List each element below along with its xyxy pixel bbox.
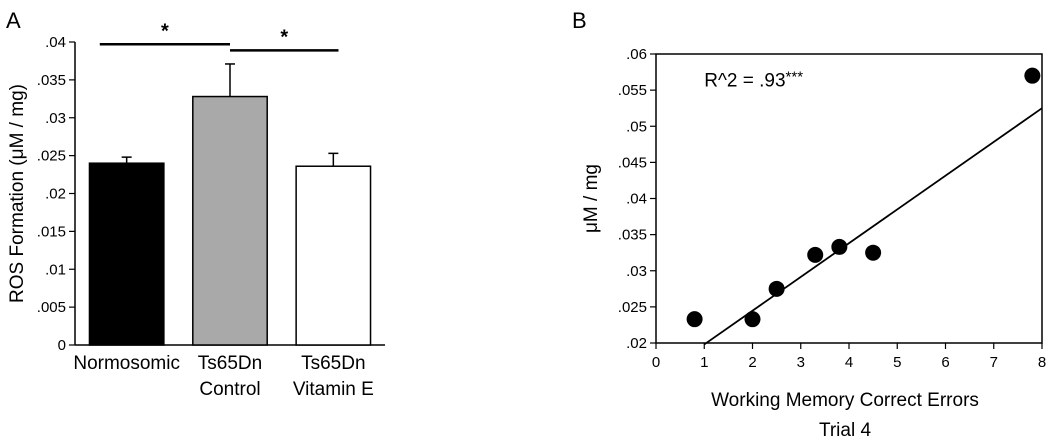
panel-a-y-tick-label: .005 <box>37 299 66 316</box>
panel-b-y-axis-title: μM / mg <box>581 164 602 233</box>
panel-b-regression-line <box>703 107 1043 346</box>
panel-a-bar <box>295 165 372 346</box>
panel-a-significance-star: * <box>280 26 288 48</box>
panel-b-y-tick-label: .035 <box>618 227 647 244</box>
panel-b-data-point <box>768 280 785 297</box>
panel-a-category-label: Normosomic <box>73 353 180 374</box>
panel-b-x-tick-label: 3 <box>797 354 805 371</box>
panel-a-y-tick-label: 0 <box>58 337 66 354</box>
panel-b-y-tick-label: .05 <box>626 118 647 135</box>
panel-b-y-tick-label: .025 <box>618 299 647 316</box>
panel-a-y-tick-label: .02 <box>45 186 66 203</box>
panel-b-x-axis-title: Working Memory Correct Errors <box>711 390 979 411</box>
panel-b-data-point <box>831 238 848 255</box>
panel-b-x-tick-label: 8 <box>1038 354 1046 371</box>
panel-a-y-tick-label: .035 <box>37 72 66 89</box>
panel-a-y-axis-title: ROS Formation (μM / mg) <box>7 84 28 303</box>
panel-b-data-point <box>686 311 703 328</box>
panel-a-category-label: Vitamin E <box>293 379 374 400</box>
panel-a-y-tick-label: .04 <box>45 34 66 51</box>
panel-a-y-tick-label: .015 <box>37 223 66 240</box>
panel-a-label: A <box>6 8 21 33</box>
panel-b-data-point <box>1024 67 1041 84</box>
panel-a-y-tick-label: .01 <box>45 261 66 278</box>
panel-b-x-tick-label: 7 <box>990 354 998 371</box>
panel-a-category-label: Control <box>199 379 260 400</box>
panel-b-r-squared-text: R^2 = .93 <box>704 70 785 91</box>
panel-a-bar <box>192 95 268 346</box>
panel-b-significance-stars: *** <box>786 68 804 85</box>
panel-b-x-tick-label: 5 <box>893 354 901 371</box>
panel-b-scatter-plot: B .02 .025 .03 .035 .04 .045 .05 .055 .06 0 1 2 3 4 5 6 7… <box>572 8 1046 441</box>
panel-b-y-tick-label: .055 <box>618 82 647 99</box>
panel-b-x-tick-label: 1 <box>700 354 708 371</box>
panel-b-y-tick-label: .06 <box>626 46 647 63</box>
panel-b-y-tick-label: .04 <box>626 191 647 208</box>
panel-b-y-tick-label: .045 <box>618 154 647 171</box>
panel-a-category-label: Ts65Dn <box>301 353 365 374</box>
panel-b-y-tick-label: .02 <box>626 335 647 352</box>
panel-b-label: B <box>572 8 587 33</box>
panel-b-x-tick-label: 2 <box>748 354 756 371</box>
panel-b-plot-frame <box>655 53 1043 344</box>
panel-b-r-squared-annotation: R^2 = .93*** <box>704 68 803 91</box>
panel-b-x-tick-label: 0 <box>652 354 660 371</box>
panel-b-data-point <box>807 246 824 263</box>
panel-a-y-tick-label: .03 <box>45 110 66 127</box>
panel-b-data-point <box>744 311 761 328</box>
panel-a-significance-star: * <box>161 20 169 42</box>
panel-a-category-label: Ts65Dn <box>198 353 262 374</box>
panel-a-y-tick-label: .025 <box>37 148 66 165</box>
panel-b-y-tick-label: .03 <box>626 263 647 280</box>
panel-a-bar <box>88 162 165 346</box>
panel-b-x-tick-label: 6 <box>941 354 949 371</box>
panel-a-bar-chart: A 0 .005 .01 .015 .02 .025 .03 .035 .04 ROS Format… <box>6 8 385 400</box>
panel-b-x-axis-title: Trial 4 <box>819 420 872 441</box>
panel-b-data-point <box>865 244 882 261</box>
panel-b-x-tick-label: 4 <box>845 354 853 371</box>
